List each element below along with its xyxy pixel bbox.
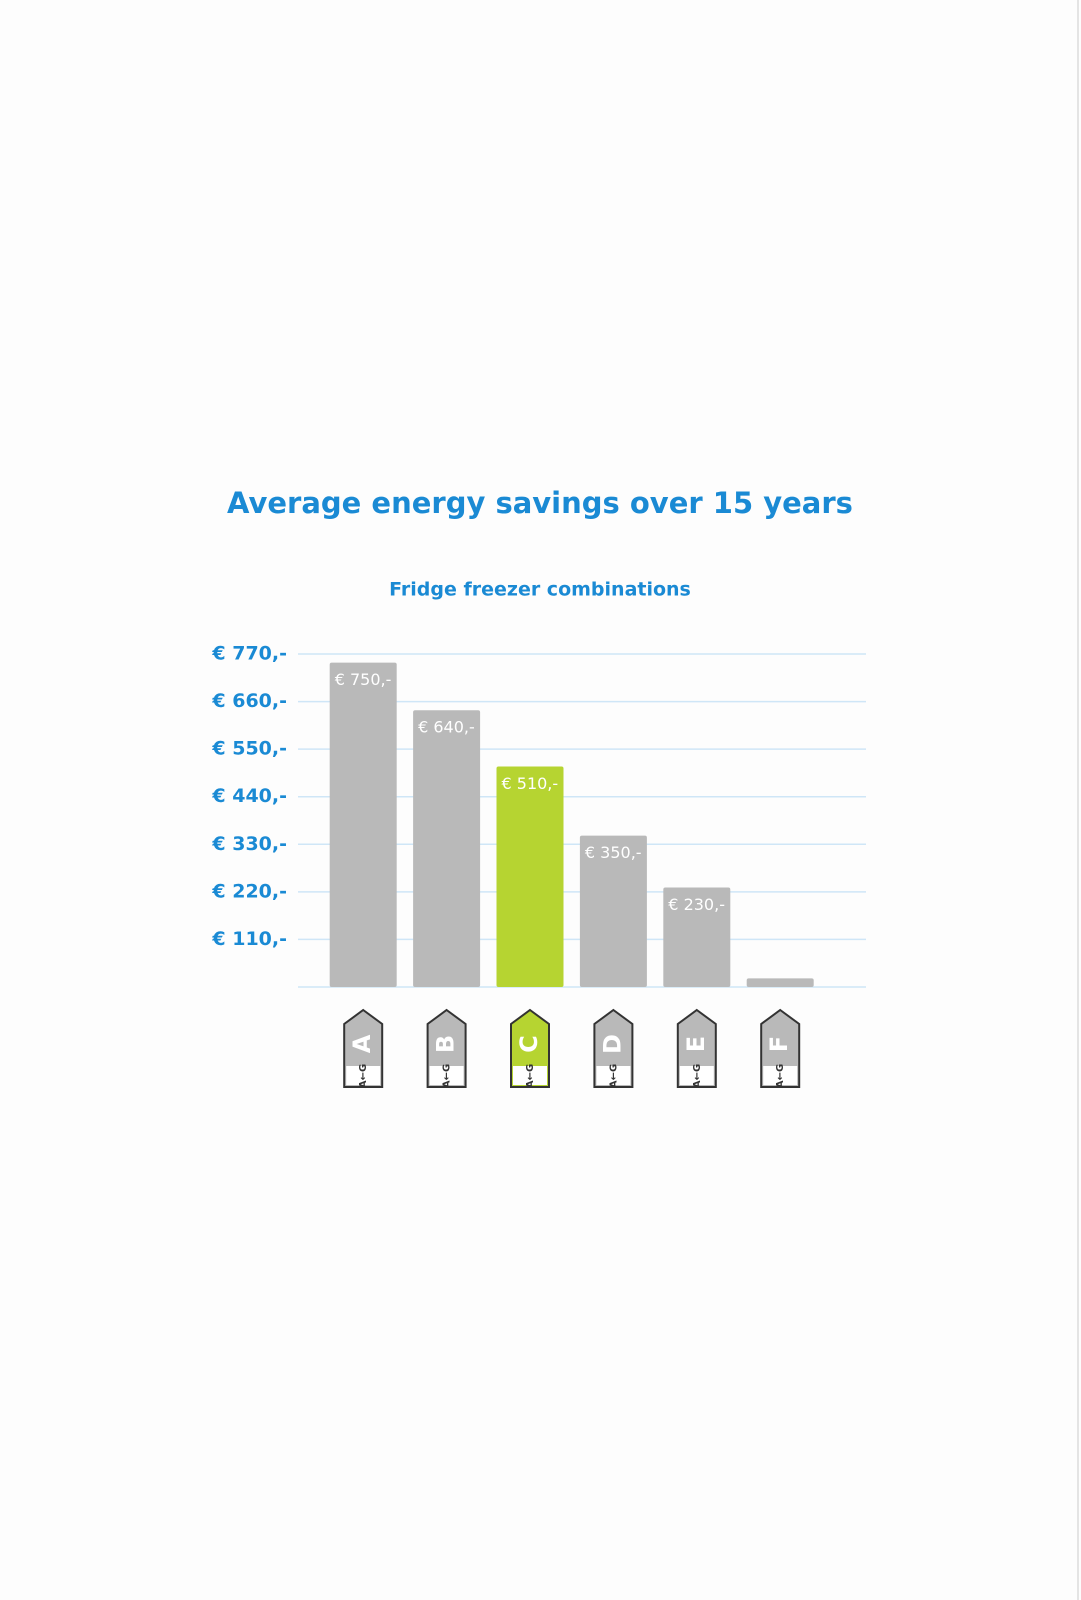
x-tick-label: D: [598, 1034, 626, 1054]
energy-badge: A A←G: [343, 1008, 384, 1088]
bar: [329, 662, 397, 987]
y-tick-label: € 440,-: [211, 785, 287, 807]
badge-scale: A←G: [442, 1064, 453, 1088]
badge-strip: [763, 1066, 798, 1085]
y-tick-label: € 110,-: [211, 928, 287, 950]
y-tick-label: € 330,-: [211, 833, 287, 855]
energy-badge: C A←G: [510, 1008, 550, 1088]
badge-scale: A←G: [775, 1064, 786, 1088]
x-tick-label: C: [515, 1035, 543, 1053]
energy-badge: B A←G: [426, 1008, 467, 1088]
value-label: € 750,-: [335, 670, 392, 689]
bar: [579, 835, 647, 987]
y-tick-label: € 770,-: [211, 643, 287, 665]
value-label: € 510,-: [502, 774, 559, 793]
chart-title: Average energy savings over 15 years: [227, 486, 853, 520]
y-tick-label: € 220,-: [211, 880, 287, 902]
energy-badge: D A←G: [593, 1008, 634, 1088]
bar: [496, 766, 564, 987]
badge-scale: A←G: [608, 1064, 619, 1088]
y-tick-label: € 660,-: [211, 690, 287, 712]
badge-scale: A←G: [358, 1064, 369, 1088]
bar: [746, 978, 814, 987]
x-tick-label: B: [432, 1035, 460, 1053]
bar: [413, 710, 481, 987]
y-tick-label: € 550,-: [211, 738, 287, 760]
chart-subtitle: Fridge freezer combinations: [389, 579, 691, 601]
energy-badge: E A←G: [676, 1008, 717, 1088]
bar: [663, 887, 731, 987]
x-tick-label: F: [765, 1036, 793, 1052]
badge-strip: [679, 1066, 714, 1085]
value-label: € 350,-: [585, 843, 642, 862]
badge-strip: [513, 1066, 547, 1085]
badge-scale: A←G: [692, 1064, 703, 1088]
x-tick-label: E: [682, 1036, 710, 1052]
badge-strip: [346, 1066, 381, 1085]
badge-strip: [429, 1066, 464, 1085]
x-tick-label: A: [348, 1034, 376, 1053]
energy-badge: F A←G: [760, 1008, 801, 1088]
value-label: € 230,-: [668, 895, 725, 914]
badge-strip: [596, 1066, 631, 1085]
badge-scale: A←G: [525, 1064, 536, 1088]
value-label: € 640,-: [418, 718, 475, 737]
